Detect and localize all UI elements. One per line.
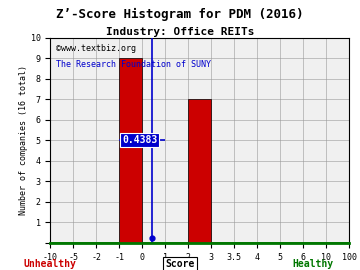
Text: Z’-Score Histogram for PDM (2016): Z’-Score Histogram for PDM (2016) bbox=[56, 8, 304, 21]
Y-axis label: Number of companies (16 total): Number of companies (16 total) bbox=[19, 65, 28, 215]
Text: Score: Score bbox=[165, 259, 195, 269]
Bar bbox=[188, 99, 211, 243]
Text: ©www.textbiz.org: ©www.textbiz.org bbox=[57, 44, 136, 53]
Text: Industry: Office REITs: Industry: Office REITs bbox=[106, 27, 254, 37]
Text: The Research Foundation of SUNY: The Research Foundation of SUNY bbox=[57, 60, 211, 69]
Text: Unhealthy: Unhealthy bbox=[24, 259, 77, 269]
Text: Healthy: Healthy bbox=[293, 259, 334, 269]
Bar bbox=[120, 58, 142, 243]
Text: 0.4383: 0.4383 bbox=[122, 135, 157, 146]
